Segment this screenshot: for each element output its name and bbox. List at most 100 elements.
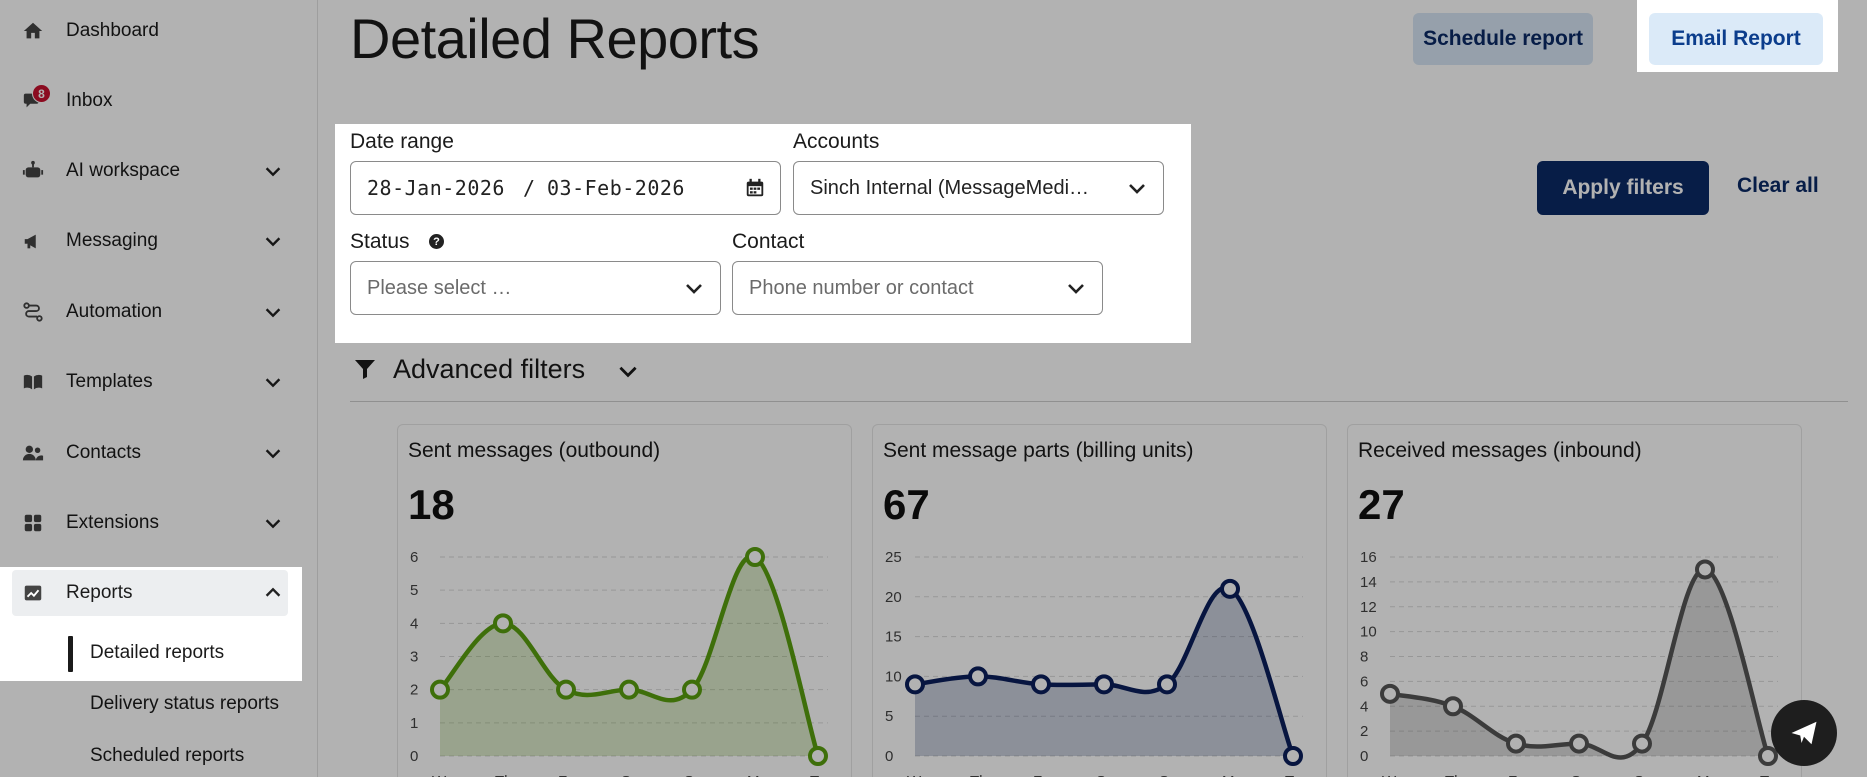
status-label: Status: [350, 230, 410, 253]
sidebar-item-label: AI workspace: [66, 160, 181, 181]
chevron-up-icon[interactable]: [262, 582, 284, 604]
sidebar-item-inbox[interactable]: Inbox: [0, 72, 318, 130]
chevron-down-icon[interactable]: [262, 371, 284, 393]
data-point: [1569, 733, 1589, 754]
y-tick-label: 20: [885, 589, 902, 606]
y-tick-label: 10: [885, 668, 902, 685]
card-value: 27: [1358, 481, 1405, 528]
robot-icon: [20, 158, 46, 184]
x-tick-label: Th: [1445, 773, 1463, 777]
chevron-down-icon[interactable]: [262, 230, 284, 252]
send-feedback-button[interactable]: [1771, 700, 1837, 766]
date-separator: /: [523, 176, 536, 200]
data-point: [1758, 746, 1778, 766]
sidebar-item-reports[interactable]: Reports: [0, 564, 318, 622]
status-select[interactable]: Please select …: [350, 261, 721, 315]
contact-select[interactable]: Phone number or contact: [732, 261, 1103, 315]
data-point: [1031, 674, 1051, 695]
help-icon[interactable]: ?: [429, 234, 444, 249]
sidebar-item-label: Messaging: [66, 230, 158, 251]
y-tick-label: 10: [1360, 624, 1377, 641]
sidebar-item-label: Reports: [66, 582, 133, 603]
y-tick-label: 6: [410, 549, 418, 566]
sidebar-item-extensions[interactable]: Extensions: [0, 494, 318, 552]
x-tick-label: We: [1382, 773, 1404, 777]
chevron-down-icon: [682, 276, 706, 300]
chevron-down-icon: [1064, 276, 1088, 300]
accounts-value: Sinch Internal (MessageMedi…: [810, 176, 1090, 199]
sidebar-item-automation[interactable]: Automation: [0, 283, 318, 341]
data-point: [1695, 559, 1715, 580]
x-tick-label: Tu: [1285, 773, 1302, 777]
series-area: [1390, 569, 1768, 758]
received-messages-chart: 0 2 4 6 8 10 12 14 16 We Th Fr Sa Su Mo Tu: [1360, 549, 1778, 777]
accounts-select[interactable]: Sinch Internal (MessageMedi…: [793, 161, 1164, 215]
card-value: 18: [408, 481, 455, 528]
status-placeholder: Please select …: [367, 276, 512, 299]
sidebar-item-label: Automation: [66, 301, 163, 322]
y-tick-label: 5: [885, 708, 893, 725]
sidebar-item-contacts[interactable]: Contacts: [0, 424, 318, 482]
y-tick-label: 5: [410, 582, 418, 599]
apply-filters-button[interactable]: Apply filters: [1537, 161, 1709, 215]
x-tick-label: Fr: [558, 773, 572, 777]
sidebar: Dashboard Inbox 8 AI workspace Messaging…: [0, 0, 318, 777]
x-tick-label: Su: [684, 773, 702, 777]
x-tick-label: Mo: [1222, 773, 1243, 777]
email-report-button[interactable]: Email Report: [1649, 13, 1823, 65]
y-tick-label: 1: [410, 715, 418, 732]
metric-card-parts: Sent message parts (billing units) 67 0 5…: [872, 424, 1327, 777]
sidebar-item-label: Templates: [66, 371, 153, 392]
y-tick-label: 25: [885, 549, 902, 566]
sidebar-subitem-detailed-reports[interactable]: Detailed reports: [90, 642, 225, 663]
filter-icon: [353, 352, 377, 386]
accounts-label: Accounts: [793, 130, 880, 153]
x-tick-label: Sa: [1571, 773, 1590, 777]
sidebar-subitem-scheduled-reports[interactable]: Scheduled reports: [90, 745, 245, 766]
data-point: [1506, 733, 1526, 754]
contact-placeholder: Phone number or contact: [749, 276, 974, 299]
metric-card-received: Received messages (inbound) 27 0 2 4 6 8 10 12…: [1347, 424, 1802, 777]
y-tick-label: 4: [410, 615, 418, 632]
series-area: [440, 556, 818, 756]
chevron-down-icon[interactable]: [615, 358, 641, 384]
data-point: [1157, 674, 1177, 695]
chevron-down-icon[interactable]: [262, 301, 284, 323]
x-tick-label: Mo: [747, 773, 768, 777]
sidebar-item-label: Contacts: [66, 442, 141, 463]
x-tick-label: Fr: [1033, 773, 1047, 777]
sidebar-item-dashboard[interactable]: Dashboard: [0, 2, 318, 60]
home-icon: [20, 18, 46, 44]
data-point: [430, 679, 450, 700]
clear-all-link[interactable]: Clear all: [1737, 174, 1819, 197]
y-tick-label: 14: [1360, 574, 1377, 591]
x-tick-label: We: [907, 773, 929, 777]
date-range-field[interactable]: 28-Jan-2026 / 03-Feb-2026: [350, 161, 781, 215]
y-tick-label: 2: [1360, 723, 1368, 740]
calendar-icon[interactable]: [744, 177, 766, 199]
chevron-down-icon[interactable]: [262, 160, 284, 182]
y-tick-label: 4: [1360, 698, 1368, 715]
data-point: [1220, 578, 1240, 599]
data-point: [1443, 696, 1463, 717]
schedule-report-button[interactable]: Schedule report: [1413, 13, 1593, 65]
sidebar-subitem-delivery-status-reports[interactable]: Delivery status reports: [90, 693, 280, 714]
sidebar-item-templates[interactable]: Templates: [0, 353, 318, 411]
y-tick-label: 15: [885, 629, 902, 646]
x-tick-label: Fr: [1508, 773, 1522, 777]
main-content: Detailed Reports Schedule report Email R…: [319, 0, 1867, 777]
sidebar-item-messaging[interactable]: Messaging: [0, 212, 318, 270]
data-point: [1283, 746, 1303, 766]
grid-icon: [20, 510, 46, 536]
advanced-filters-toggle[interactable]: Advanced filters: [393, 354, 586, 384]
data-point: [1380, 683, 1400, 704]
y-tick-label: 16: [1360, 549, 1377, 566]
chevron-down-icon[interactable]: [262, 442, 284, 464]
data-point: [556, 679, 576, 700]
y-tick-label: 12: [1360, 599, 1377, 616]
sidebar-item-ai-workspace[interactable]: AI workspace: [0, 142, 318, 200]
book-icon: [20, 369, 46, 395]
y-tick-label: 0: [1360, 748, 1368, 765]
chevron-down-icon[interactable]: [262, 512, 284, 534]
chart-icon: [20, 580, 46, 606]
